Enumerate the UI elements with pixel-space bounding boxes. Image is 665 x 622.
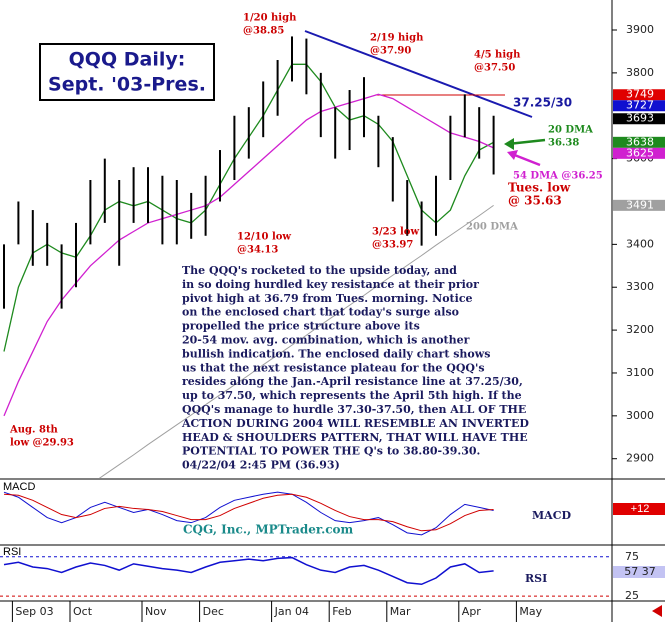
- commentary-line: us that the next resistance plateau for …: [182, 361, 485, 374]
- y-tick-label: 3300: [626, 280, 654, 293]
- annotation: 36.38: [548, 138, 579, 149]
- price-box-label: 3693: [626, 112, 654, 125]
- commentary-line: propelled the price structure above its: [182, 320, 420, 333]
- annotation: 37.25/30: [513, 96, 572, 110]
- arrow: [511, 152, 541, 167]
- y-tick-label: 3800: [626, 66, 654, 79]
- credit: CQG, Inc., MPTrader.com: [183, 523, 354, 537]
- x-tick-label: May: [519, 605, 542, 618]
- macd-label: MACD: [3, 481, 35, 493]
- annotation: Aug. 8th: [9, 425, 59, 436]
- annotation: @38.85: [243, 26, 284, 37]
- annotation: @34.13: [237, 245, 278, 256]
- price-box-label: 3727: [626, 99, 654, 112]
- commentary-line: The QQQ's rocketed to the upside today, …: [182, 264, 457, 277]
- annotation: 4/5 high: [474, 50, 521, 61]
- resistance-line: [304, 30, 533, 118]
- annotation: low @29.93: [10, 438, 74, 449]
- y-tick-label: 3100: [626, 366, 654, 379]
- annotation: @37.90: [370, 46, 411, 57]
- y-tick-label: 2900: [626, 452, 654, 465]
- rsi-tick-label: 25: [625, 589, 639, 602]
- price-box-label: 3638: [626, 135, 654, 148]
- commentary-line: HEAD & SHOULDERS PATTERN, THAT WILL HAVE…: [182, 431, 528, 444]
- arrow-head: [504, 138, 514, 150]
- commentary-line: pivot high at 36.79 from Tues. morning. …: [182, 292, 473, 305]
- price-box: [613, 113, 665, 125]
- price-box-label: 3749: [626, 88, 654, 101]
- x-tick-label: Mar: [390, 605, 411, 618]
- commentary-line: ACTION DURING 2004 WILL RESEMBLE AN INVE…: [181, 417, 529, 430]
- rsi-box: [613, 566, 665, 578]
- series-label: 200 DMA: [466, 222, 518, 233]
- annotation: 2/19 high: [370, 33, 424, 44]
- rsi-label: RSI: [525, 572, 547, 585]
- commentary-line: 04/22/04 2:45 PM (36.93): [182, 459, 340, 472]
- x-tick-label: Dec: [203, 605, 224, 618]
- moving-average: [3, 93, 494, 417]
- price-box-label: 3491: [626, 198, 654, 211]
- y-tick-label: 3200: [626, 323, 654, 336]
- price-box: [613, 100, 665, 112]
- commentary-line: up to 37.50, which represents the April …: [182, 389, 522, 402]
- x-tick-label: Sep 03: [15, 605, 53, 618]
- price-panel: [3, 36, 495, 478]
- annotation: Tues. low: [508, 181, 571, 195]
- annotation: @33.97: [372, 240, 413, 251]
- rsi-line: [3, 556, 494, 586]
- macd-box: [613, 503, 665, 515]
- chart-subtitle: Sept. '03-Pres.: [48, 74, 206, 96]
- price-box: [613, 89, 665, 101]
- annotation: 3/23 low: [372, 227, 419, 238]
- arrow: [507, 138, 546, 146]
- series-label: 54 DMA @36.25: [513, 171, 603, 182]
- commentary-line: in so doing hurdled key resistance at th…: [182, 278, 479, 291]
- commentary-line: QQQ's manage to hurdle 37.30-37.50, then…: [182, 403, 526, 416]
- price-box: [613, 136, 665, 148]
- macd-line: [3, 491, 494, 536]
- macd-panel: [3, 491, 494, 536]
- y-tick-label: 3900: [626, 23, 654, 36]
- commentary-line: on the enclosed chart that today's surge…: [182, 306, 459, 319]
- chart-title: QQQ Daily:: [69, 49, 186, 71]
- x-tick-label: Oct: [73, 605, 93, 618]
- y-tick-label: 3000: [626, 409, 654, 422]
- x-tick-label: Feb: [332, 605, 351, 618]
- price-box: [613, 199, 665, 211]
- annotation: @37.50: [474, 63, 515, 74]
- x-tick-label: Jan 04: [274, 605, 309, 618]
- scroll-arrow: [652, 605, 662, 617]
- series-label: 20 DMA: [548, 125, 593, 136]
- y-tick-label: 3400: [626, 237, 654, 250]
- price-box-label: 3625: [626, 146, 654, 159]
- x-tick-label: Apr: [462, 605, 482, 618]
- rsi-tick-label: 75: [625, 550, 639, 563]
- rsi-label: RSI: [3, 546, 21, 558]
- price-box: [613, 147, 665, 159]
- annotation: 12/10 low: [237, 232, 291, 243]
- arrow-head: [507, 150, 518, 160]
- commentary-line: 20-54 mov. avg. combination, which is an…: [182, 334, 470, 347]
- macd-line: [3, 493, 494, 532]
- commentary-line: resides along the Jan.-April resistance …: [182, 375, 523, 388]
- title-box: [39, 43, 215, 101]
- commentary-line: POTENTIAL TO POWER THE Q's to 38.80-39.3…: [182, 445, 480, 458]
- commentary-line: bullish indication. The enclosed daily c…: [182, 347, 490, 360]
- annotation: 1/20 high: [243, 13, 297, 24]
- moving-average: [98, 204, 494, 478]
- x-tick-label: Nov: [145, 605, 167, 618]
- rsi-box-label: 57 37: [624, 565, 656, 578]
- macd-box-label: +12: [631, 503, 650, 515]
- macd-label: MACD: [532, 509, 571, 522]
- annotation: @ 35.63: [508, 194, 562, 208]
